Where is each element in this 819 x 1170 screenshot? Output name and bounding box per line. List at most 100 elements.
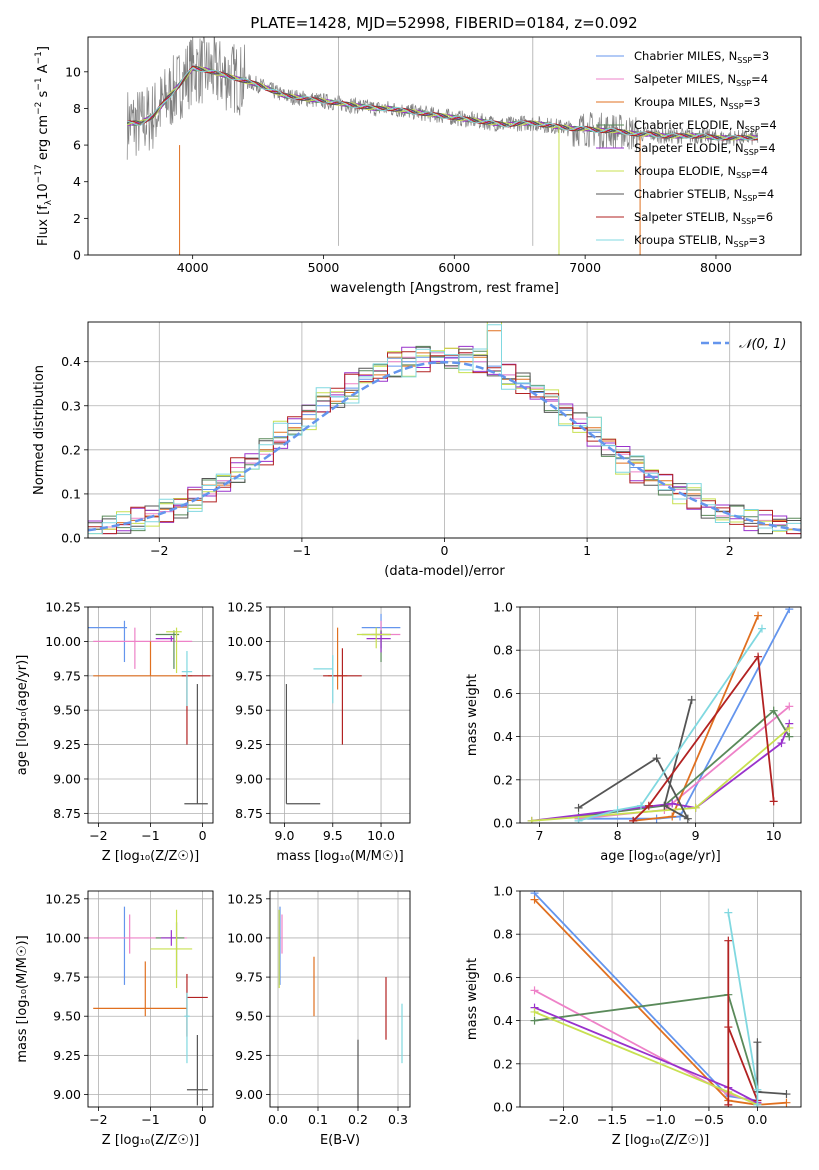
y-tick-label: 9.50: [235, 1009, 263, 1024]
weight-marker: [691, 803, 700, 812]
y-tick-label: 10.25: [227, 600, 263, 615]
gaussian-curve: [88, 360, 801, 532]
x-tick-label: 9.0: [275, 828, 295, 843]
y-tick-label: 10.00: [45, 634, 81, 649]
legend-label-text: Chabrier ELODIE, N: [634, 118, 745, 132]
axes-frame: [87, 321, 802, 539]
y-tick-label: 0.4: [61, 354, 81, 369]
weight-marker: [644, 801, 653, 810]
x-tick-label: −2.0: [548, 1112, 578, 1127]
legend-label-nssp: =4: [759, 141, 776, 155]
x-tick-label: 0: [199, 1112, 207, 1127]
y-tick-label: 8.75: [235, 806, 263, 821]
legend-label: Kroupa STELIB, NSSP=3: [634, 233, 765, 249]
x-axis-label: Z [log₁₀(Z/Z☉)]: [102, 849, 199, 864]
y-tick-label: 9.25: [235, 737, 263, 752]
weight-line-chabrier-stelib: [756, 1042, 787, 1095]
y-tick-label: 9.50: [53, 703, 81, 718]
x-tick-label: −2: [150, 543, 168, 558]
legend-label-sub: SSP: [744, 148, 759, 157]
y-axis-label: mass weight: [465, 958, 480, 1040]
x-axis-label: Z [log₁₀(Z/Z☉)]: [102, 1133, 199, 1148]
weight-marker: [782, 1098, 791, 1107]
x-axis-label: E(B-V): [320, 1133, 360, 1148]
plot-area: [88, 322, 801, 538]
legend-label-sub: SSP: [741, 217, 756, 226]
y-axis-label: mass [log₁₀(M/M☉)]: [15, 935, 30, 1062]
legend-label-nssp: =3: [752, 49, 769, 63]
weight-line-salpeter-miles: [578, 705, 790, 820]
weight-z-panel: −2.0 −1.5 −1.0 −0.5 0.0 0.0 0.2 0.4 0.6 0.8 1.0 Z […: [465, 884, 802, 1148]
age-z-panel: −2 −1 0 8.75 9.00 9.25 9.50 9.75 10.00 10.25 Z [lo…: [15, 600, 214, 864]
legend-label-text: Chabrier MILES, N: [634, 49, 737, 63]
y-axis-label-part: −2: [34, 102, 44, 115]
mass-z-panel: −2 −1 0 9.00 9.25 9.50 9.75 10.00 10.25 Z [log₁₀(…: [15, 890, 214, 1148]
weight-line-salpeter-stelib: [632, 654, 775, 822]
x-tick-label: 0.3: [388, 1112, 408, 1127]
legend-label-nssp: =6: [756, 210, 773, 224]
axes-frame: [519, 606, 802, 824]
y-tick-label: 9.75: [53, 970, 81, 985]
x-tick-label: 4000: [177, 260, 209, 275]
y-tick-label: 9.25: [235, 1048, 263, 1063]
y-tick-label: 0.0: [493, 816, 513, 831]
weight-marker: [668, 799, 677, 808]
y-tick-label: 9.00: [235, 771, 263, 786]
y-tick-label: 0.6: [493, 970, 513, 985]
legend-label-sub: SSP: [734, 240, 749, 249]
y-tick-label: 0.4: [493, 729, 513, 744]
y-tick-label: 0.1: [61, 486, 81, 501]
y-tick-label: 10.00: [227, 634, 263, 649]
y-tick-label: 9.00: [235, 1087, 263, 1102]
y-tick-label: 0.2: [61, 442, 81, 457]
legend-label-sub: SSP: [729, 102, 744, 111]
y-tick-label: 9.75: [235, 970, 263, 985]
x-tick-label: −0.5: [694, 1112, 724, 1127]
hist-step-kroupa-stelib: [88, 324, 801, 538]
y-tick-label: 0.6: [493, 686, 513, 701]
weight-marker: [683, 814, 692, 823]
weight-marker: [757, 624, 766, 633]
weight-marker: [753, 1100, 762, 1107]
y-tick-label: 9.25: [53, 1048, 81, 1063]
plot-area: [527, 607, 794, 823]
x-axis-label: (data-model)/error: [384, 564, 505, 579]
legend-label-text: Kroupa MILES, N: [634, 95, 729, 109]
legend-label: Kroupa ELODIE, NSSP=4: [634, 164, 768, 180]
x-tick-label: −2: [89, 1112, 107, 1127]
legend-label-nssp: =3: [744, 95, 761, 109]
legend-label-sub: SSP: [736, 171, 751, 180]
x-tick-label: −1: [293, 543, 311, 558]
y-axis-label-part: erg cm: [36, 115, 51, 164]
plot-area: [530, 891, 791, 1107]
weight-marker: [574, 803, 583, 812]
weight-line-salpeter-stelib: [727, 940, 759, 1105]
y-tick-label: 9.75: [235, 668, 263, 683]
spectrum-panel: 4000 5000 6000 7000 8000 0 2 4 6 8 10 wavelength [A…: [34, 36, 802, 296]
y-tick-label: 9.50: [53, 1009, 81, 1024]
y-axis-label-part: −1: [34, 77, 44, 90]
x-tick-label: −1: [141, 1112, 159, 1127]
x-tick-label: 8: [614, 828, 622, 843]
x-tick-label: −1: [141, 828, 159, 843]
x-tick-label: 9: [692, 828, 700, 843]
y-tick-label: 0: [73, 248, 81, 263]
y-tick-label: 9.00: [53, 1087, 81, 1102]
weight-marker: [527, 816, 536, 823]
y-axis-label-part: 10: [36, 183, 51, 200]
x-axis-label: mass [log₁₀(M/M☉)]: [276, 849, 403, 864]
legend-label-nssp: =3: [749, 233, 766, 247]
weight-marker: [652, 754, 661, 763]
y-axis-label-part: λ: [44, 199, 54, 205]
weight-marker: [724, 936, 733, 945]
weight-marker: [687, 695, 696, 704]
weight-marker: [530, 895, 539, 904]
x-tick-label: 0.1: [308, 1112, 328, 1127]
legend-label-nssp: =4: [760, 118, 777, 132]
x-axis-label: wavelength [Angstrom, rest frame]: [330, 281, 559, 296]
x-tick-label: 5000: [308, 260, 340, 275]
weight-marker: [613, 806, 622, 815]
weight-line-kroupa-stelib: [578, 628, 763, 822]
y-tick-label: 10.00: [45, 930, 81, 945]
